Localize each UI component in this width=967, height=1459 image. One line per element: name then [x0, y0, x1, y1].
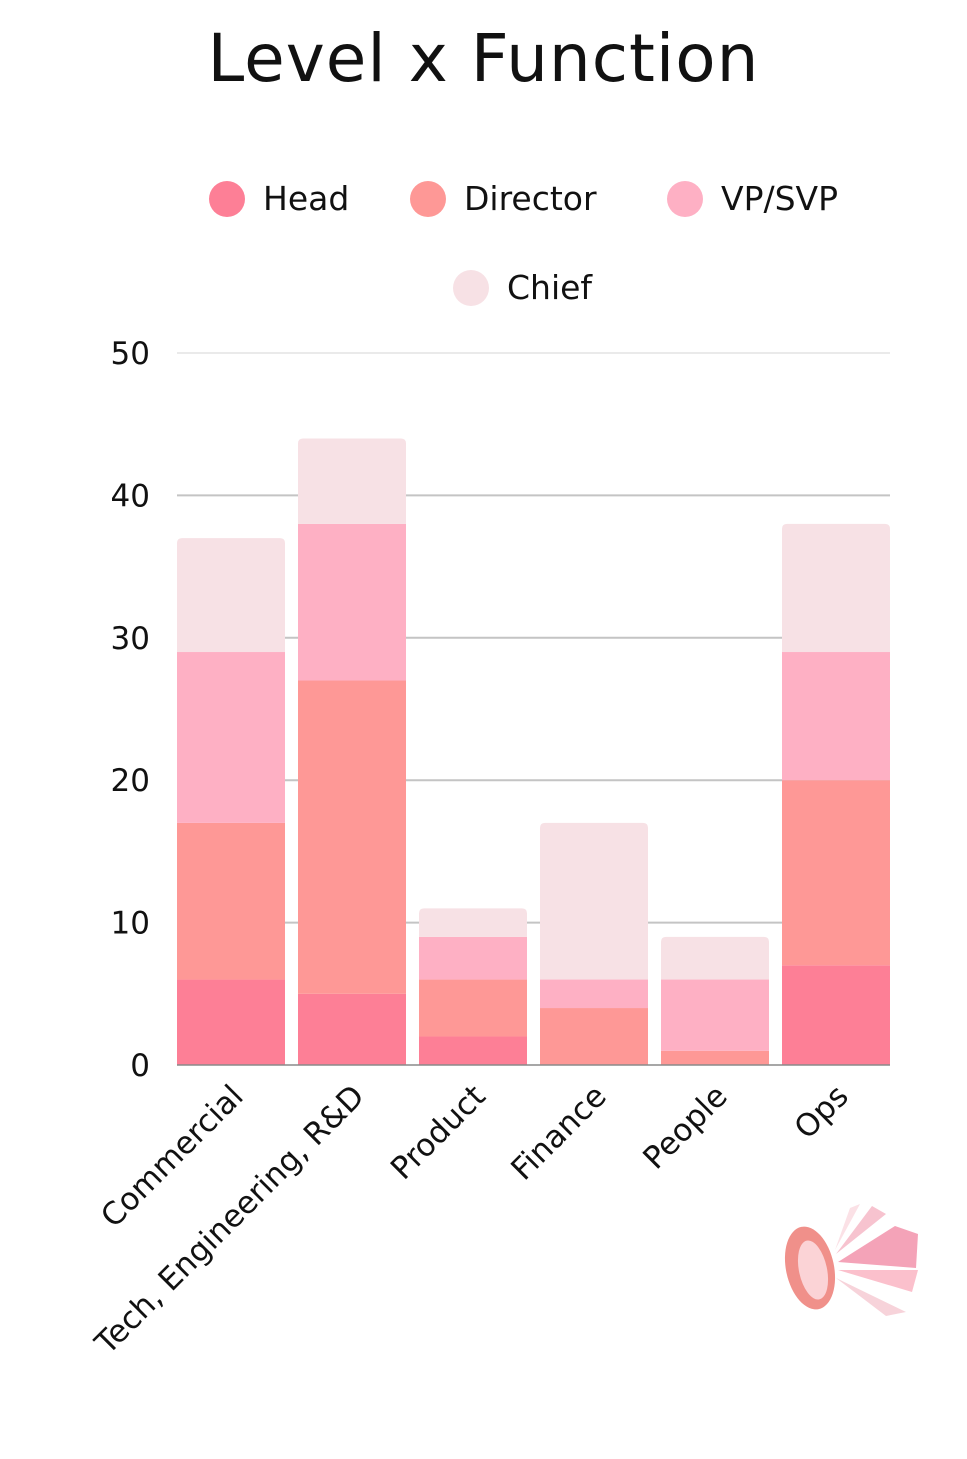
- y-tick-label: 30: [111, 621, 150, 657]
- x-tick-label: People: [636, 1078, 734, 1176]
- legend-swatch-head: [209, 180, 245, 217]
- legend-swatch-director: [410, 180, 446, 217]
- legend-label-vp-svp: VP/SVP: [721, 179, 839, 218]
- bar-segment-director: [177, 822, 285, 980]
- bar-segment-director: [661, 1050, 769, 1065]
- bar-segment-vp-svp: [540, 979, 648, 1009]
- y-tick-label: 50: [111, 336, 150, 372]
- bar-segment-vp-svp: [661, 979, 769, 1051]
- bar-segment-head: [782, 965, 890, 1065]
- bar-segment-chief: [177, 538, 285, 653]
- logo-ray-3: [838, 1270, 918, 1292]
- y-tick-label: 40: [111, 478, 150, 514]
- bar-segment-director: [782, 780, 890, 966]
- legend-item-head: Head: [209, 179, 349, 218]
- bar-segment-chief: [298, 438, 406, 524]
- x-tick-label: Ops: [788, 1078, 856, 1146]
- logo-mouth-inner: [797, 1240, 829, 1300]
- bar-segment-vp-svp: [782, 652, 890, 781]
- x-tick-label: Product: [384, 1078, 493, 1187]
- legend-label-head: Head: [263, 179, 350, 218]
- bar-segment-chief: [419, 908, 527, 937]
- y-tick-label: 20: [111, 763, 150, 799]
- bar-segment-director: [298, 680, 406, 994]
- chart-title: Level x Function: [207, 20, 760, 97]
- bar-segment-vp-svp: [177, 652, 285, 823]
- legend-swatch-chief: [453, 269, 489, 306]
- y-axis-ticks: 0 10 20 30 40 50: [111, 336, 150, 1084]
- logo-ray-1: [836, 1206, 886, 1254]
- bar-segment-chief: [661, 936, 769, 980]
- bar-stacks: [177, 438, 890, 1065]
- x-tick-label: Finance: [504, 1078, 613, 1187]
- logo-ray-5: [835, 1204, 860, 1250]
- bar-segment-vp-svp: [419, 936, 527, 980]
- bar-segment-head: [177, 979, 285, 1065]
- bar-segment-director: [540, 1008, 648, 1065]
- logo-ray-2: [838, 1226, 918, 1268]
- y-tick-label: 0: [130, 1048, 150, 1084]
- y-tick-label: 10: [111, 906, 150, 942]
- legend-item-vp-svp: VP/SVP: [667, 179, 838, 218]
- legend-item-chief: Chief: [453, 268, 592, 307]
- logo-ray-4: [836, 1278, 906, 1316]
- gridlines: [177, 352, 890, 924]
- legend-label-chief: Chief: [507, 268, 593, 307]
- legend-swatch-vp-svp: [667, 180, 703, 217]
- legend-label-director: Director: [464, 179, 597, 218]
- bar-segment-chief: [782, 523, 890, 653]
- legend-item-director: Director: [410, 179, 597, 218]
- bar-segment-head: [419, 1036, 527, 1065]
- brand-logo: [784, 1204, 918, 1316]
- bar-segment-director: [419, 979, 527, 1037]
- bar-segment-chief: [540, 822, 648, 980]
- bar-segment-vp-svp: [298, 523, 406, 681]
- bar-segment-head: [298, 993, 406, 1065]
